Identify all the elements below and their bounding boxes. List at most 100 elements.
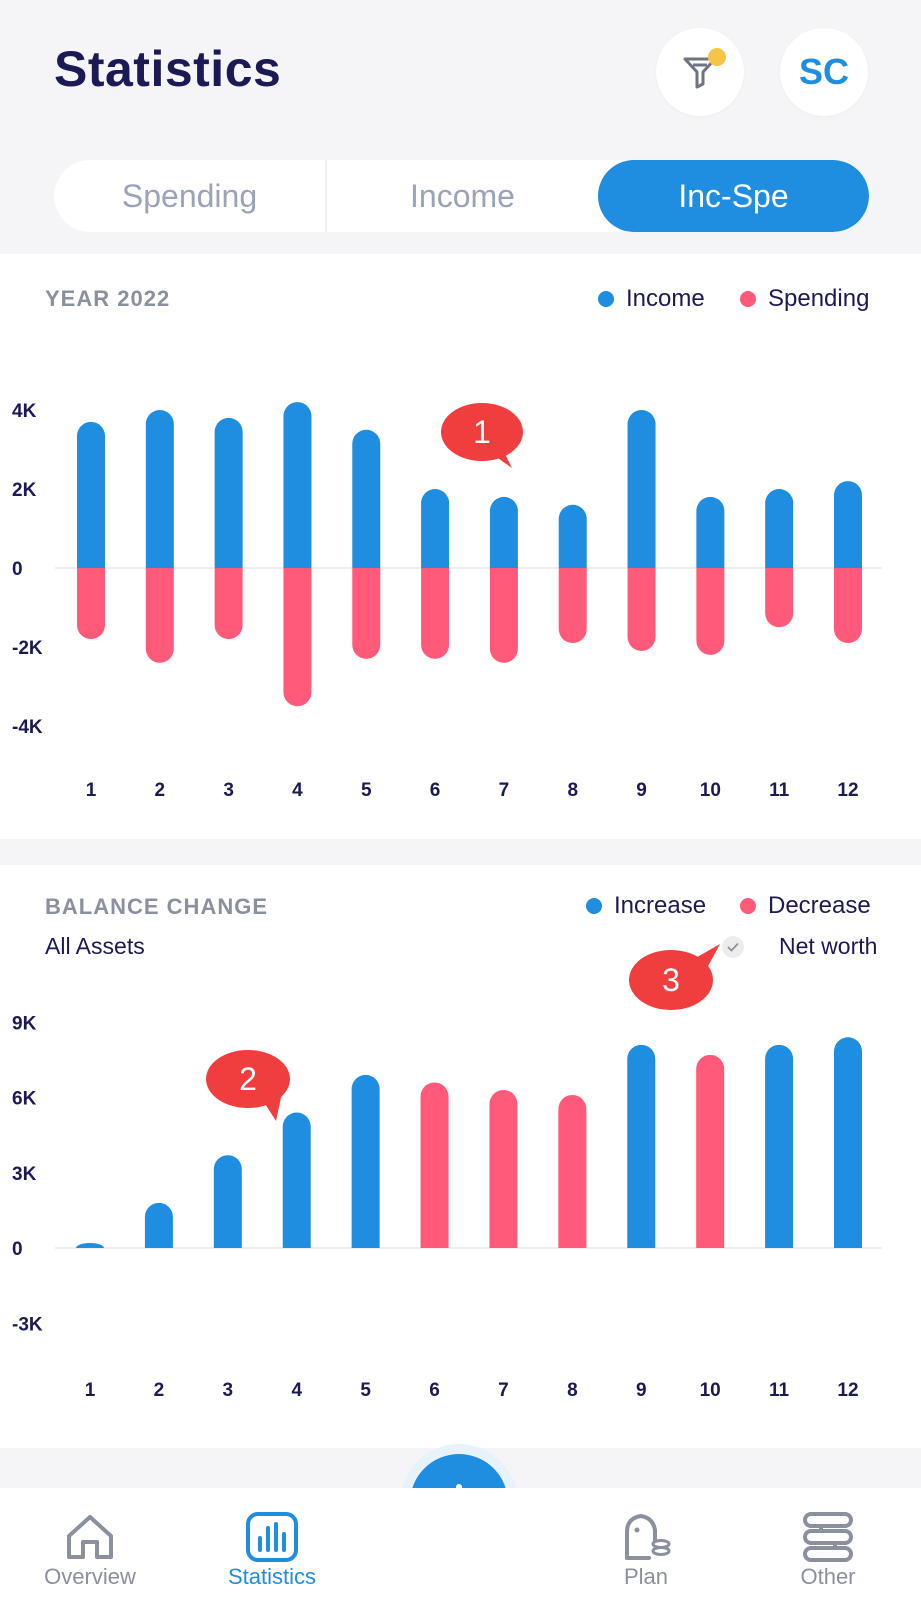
balance-bar[interactable]	[696, 1054, 725, 1248]
income-bar[interactable]	[627, 410, 656, 568]
income-bar[interactable]	[214, 417, 243, 568]
home-icon	[67, 1515, 113, 1559]
x-tick-label: 8	[567, 1380, 578, 1401]
spending-bar[interactable]	[352, 568, 381, 659]
balance-bar[interactable]	[489, 1089, 518, 1248]
spending-bar[interactable]	[627, 568, 656, 651]
income-bar[interactable]	[558, 504, 587, 568]
x-tick-label: 9	[636, 1380, 647, 1401]
income-bar[interactable]	[421, 489, 450, 568]
x-tick-label: 9	[636, 780, 647, 801]
balance-bar[interactable]	[351, 1074, 380, 1248]
y-tick-label: 0	[12, 1239, 23, 1260]
balance-bar[interactable]	[213, 1155, 242, 1248]
balance-bar[interactable]	[282, 1112, 311, 1248]
x-tick-label: 8	[567, 780, 578, 801]
spending-bar[interactable]	[145, 568, 174, 663]
income-bar[interactable]	[145, 410, 174, 568]
spending-bar[interactable]	[283, 568, 312, 707]
tab-income[interactable]: Income	[325, 160, 598, 232]
callout-marker-2: 2	[204, 1045, 304, 1130]
x-tick-label: 5	[361, 780, 372, 801]
income-bar[interactable]	[765, 489, 794, 568]
tab-spending[interactable]: Spending	[121, 177, 258, 214]
spending-bar[interactable]	[558, 568, 587, 644]
bar-chart-icon	[246, 1512, 298, 1562]
legend-income[interactable]: Income	[598, 285, 705, 313]
spending-bar[interactable]	[489, 568, 518, 663]
legend-spending[interactable]: Spending	[740, 285, 869, 313]
chart-title: YEAR 2022	[45, 286, 171, 311]
nav-other[interactable]: Other	[748, 1488, 908, 1600]
spending-bar[interactable]	[696, 568, 725, 655]
tab-inc-spe[interactable]: Inc-Spe	[598, 160, 869, 232]
x-tick-label: 6	[429, 1380, 440, 1401]
income-bar[interactable]	[352, 429, 381, 568]
spending-bar[interactable]	[421, 568, 450, 659]
x-tick-label: 11	[769, 1380, 790, 1401]
balance-bar[interactable]	[558, 1094, 587, 1248]
y-tick-label: 2K	[12, 480, 37, 501]
nav-statistics[interactable]: Statistics	[192, 1488, 352, 1600]
x-tick-label: 10	[700, 1380, 721, 1401]
x-tick-label: 2	[154, 1380, 165, 1401]
avatar[interactable]: SC	[780, 28, 868, 116]
balance-bar[interactable]	[627, 1044, 656, 1248]
legend-increase[interactable]: Increase	[586, 892, 706, 920]
balance-bar[interactable]	[765, 1044, 794, 1248]
callout-bubble: 3	[629, 944, 720, 1010]
income-bar[interactable]	[696, 496, 725, 568]
income-spending-card: YEAR 2022 Income Spending 4K 2K 0 -2K -4K 1 2 3…	[0, 254, 921, 839]
legend-label: Decrease	[768, 892, 871, 919]
tab-bar: Spending Income Inc-Spe	[54, 160, 869, 232]
legend-decrease[interactable]: Decrease	[740, 892, 871, 920]
x-tick-label: 10	[700, 780, 721, 801]
legend-dot	[740, 291, 756, 307]
x-tick-label: 6	[430, 780, 441, 801]
income-bar[interactable]	[77, 421, 105, 568]
legend-dot	[598, 291, 614, 307]
y-tick-label: -2K	[12, 638, 43, 659]
menu-grid-icon	[803, 1512, 853, 1562]
spending-bar[interactable]	[834, 568, 862, 644]
net-worth-label[interactable]: Net worth	[779, 933, 878, 959]
callout-bubble: 2	[206, 1050, 290, 1121]
balance-change-card: BALANCE CHANGE Increase Decrease All Ass…	[0, 865, 921, 1448]
filter-button[interactable]	[656, 28, 744, 116]
nav-label: Plan	[623, 1564, 669, 1589]
x-tick-label: 3	[223, 1380, 234, 1401]
balance-bar[interactable]	[76, 1242, 104, 1248]
spending-bar[interactable]	[765, 568, 794, 628]
nav-plan[interactable]: Plan	[566, 1488, 726, 1600]
asset-filter-label[interactable]: All Assets	[45, 933, 145, 959]
x-tick-label: 7	[498, 1380, 509, 1401]
balance-bar[interactable]	[420, 1082, 449, 1248]
legend-dot	[740, 898, 756, 914]
nav-label: Statistics	[227, 1564, 317, 1589]
x-tick-label: 7	[499, 780, 510, 801]
y-tick-label: -4K	[12, 717, 43, 738]
callout-marker-3: 3	[628, 942, 728, 1017]
y-tick-label: 9K	[12, 1013, 37, 1034]
spending-bar[interactable]	[214, 568, 243, 640]
legend-label: Income	[626, 285, 705, 312]
y-tick-label: -3K	[12, 1314, 43, 1335]
balance-bar[interactable]	[144, 1202, 173, 1248]
legend-label: Increase	[614, 892, 707, 919]
nav-overview[interactable]: Overview	[10, 1488, 170, 1600]
x-tick-label: 1	[86, 780, 97, 801]
income-bar[interactable]	[834, 481, 862, 568]
income-bar[interactable]	[489, 496, 518, 568]
callout-number: 1	[473, 414, 491, 450]
header: Statistics SC Spending Income Inc-Spe	[0, 0, 921, 250]
x-tick-label: 4	[291, 1380, 302, 1401]
y-tick-label: 6K	[12, 1089, 37, 1110]
x-tick-label: 12	[837, 780, 858, 801]
spending-bar[interactable]	[77, 568, 105, 640]
income-bar[interactable]	[283, 402, 312, 568]
net-worth-checkbox[interactable]	[722, 936, 744, 958]
x-tick-label: 5	[360, 1380, 371, 1401]
balance-bar[interactable]	[834, 1037, 862, 1248]
